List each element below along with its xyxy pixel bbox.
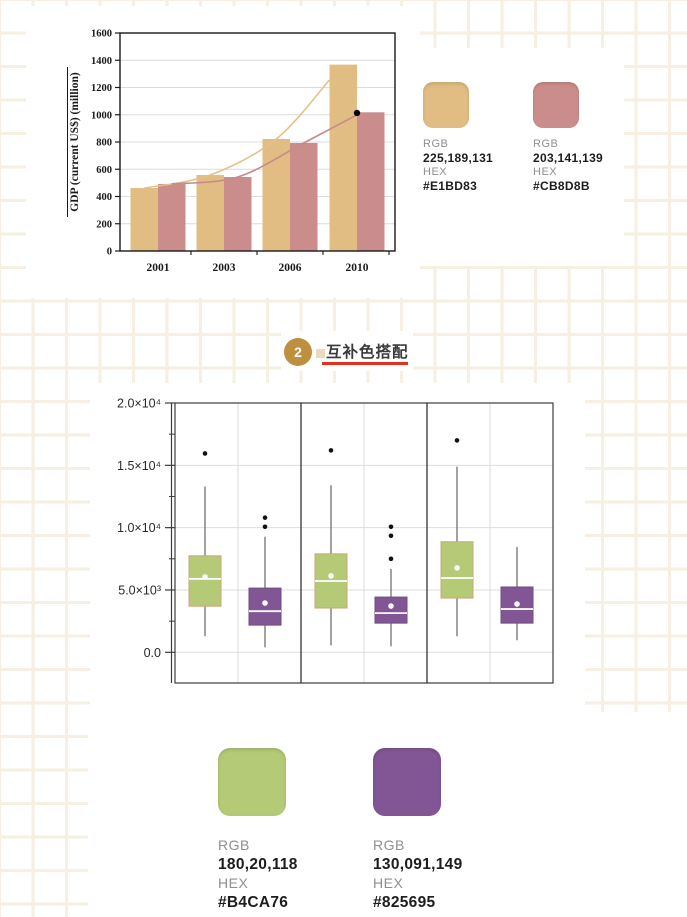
svg-text:GDP (current US$) (million): GDP (current US$) (million) [68, 72, 81, 212]
swatch-labels: RGB 225,189,131 HEX #E1BD83 [423, 137, 493, 193]
hex-value: #CB8D8B [533, 179, 590, 193]
accent-square [316, 349, 325, 358]
hex-value: #B4CA76 [218, 894, 289, 911]
swatch-card-rose: RGB 203,141,139 HEX #CB8D8B [533, 82, 603, 193]
rgb-label: RGB [373, 837, 405, 853]
title-underline [322, 362, 408, 365]
rgb-value: 225,189,131 [423, 151, 494, 165]
svg-text:800: 800 [96, 138, 112, 149]
svg-text:2003: 2003 [213, 262, 236, 274]
svg-text:1000: 1000 [91, 110, 112, 121]
rgb-value: 203,141,139 [533, 151, 604, 165]
svg-text:400: 400 [96, 192, 112, 203]
hex-label: HEX [533, 166, 558, 178]
svg-text:0.0: 0.0 [144, 646, 161, 660]
color-square-rose [533, 82, 579, 128]
svg-text:2.0×10⁴: 2.0×10⁴ [117, 397, 161, 411]
color-square-purple [373, 748, 441, 816]
section-title: 互补色搭配 [326, 344, 409, 361]
rgb-value: 130,091,149 [373, 856, 463, 873]
hex-label: HEX [373, 875, 404, 891]
hex-label: HEX [423, 166, 448, 178]
section-number-badge: 2 [284, 338, 312, 366]
hex-value: #E1BD83 [423, 179, 478, 193]
color-square-green [218, 748, 286, 816]
rgb-label: RGB [423, 138, 449, 150]
gdp-bar-chart: 0 200 400 600 800 1000 1200 1400 1600 2001 2003 200… [67, 29, 396, 274]
svg-text:0: 0 [107, 247, 112, 258]
rgb-label: RGB [533, 138, 559, 150]
swatch-labels: RGB 180,20,118 HEX #B4CA76 [218, 836, 298, 912]
swatch-card-purple: RGB 130,091,149 HEX #825695 [373, 748, 463, 912]
svg-text:2001: 2001 [147, 262, 170, 274]
svg-text:5.0×10³: 5.0×10³ [118, 583, 161, 597]
svg-text:1400: 1400 [91, 56, 112, 67]
swatch-card-tan: RGB 225,189,131 HEX #E1BD83 [423, 82, 493, 193]
svg-text:1200: 1200 [91, 83, 112, 94]
swatch-card-green: RGB 180,20,118 HEX #B4CA76 [218, 748, 298, 912]
svg-text:200: 200 [96, 219, 112, 230]
hex-value: #825695 [373, 894, 436, 911]
color-square-tan [423, 82, 469, 128]
svg-text:2010: 2010 [346, 262, 369, 274]
svg-text:600: 600 [96, 165, 112, 176]
hex-label: HEX [218, 875, 249, 891]
svg-text:1.0×10⁴: 1.0×10⁴ [117, 521, 161, 535]
boxplot-panel-bg [90, 383, 585, 713]
rgb-label: RGB [218, 837, 250, 853]
boxplot-chart: 0.0 5.0×10³ 1.0×10⁴ 1.5×10⁴ 2.0×10⁴ [117, 397, 554, 684]
svg-text:1.5×10⁴: 1.5×10⁴ [117, 459, 161, 473]
svg-text:2006: 2006 [279, 262, 302, 274]
swatch-labels: RGB 203,141,139 HEX #CB8D8B [533, 137, 603, 193]
rgb-value: 180,20,118 [218, 856, 298, 873]
svg-text:1600: 1600 [91, 29, 112, 40]
swatch-labels: RGB 130,091,149 HEX #825695 [373, 836, 463, 912]
